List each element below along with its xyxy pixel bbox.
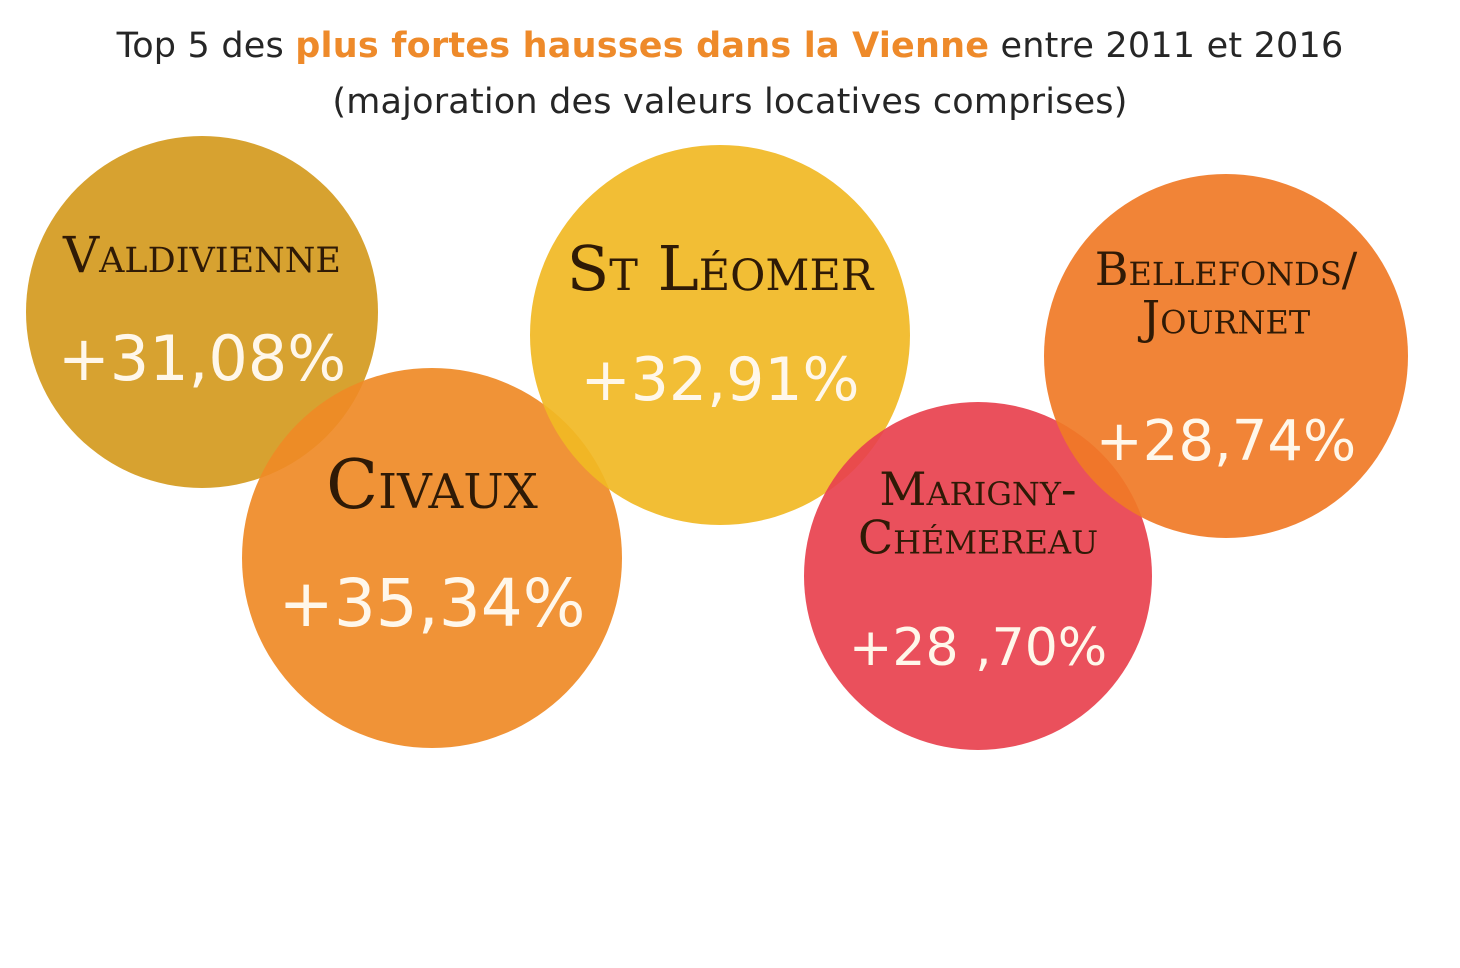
bubble-label-3-line-0: Marigny- [879, 462, 1076, 516]
bubble-4 [1044, 174, 1408, 538]
bubble-value-3: +28 ,70% [849, 618, 1107, 678]
bubble-label-0-line-0: Valdivienne [62, 226, 341, 284]
bubble-0 [26, 136, 378, 488]
bubble-2 [530, 145, 910, 525]
bubble-label-4-line-0: Bellefonds/ [1095, 242, 1358, 296]
bubble-1 [242, 368, 622, 748]
chart-subtitle: (majoration des valeurs locatives compri… [332, 82, 1128, 122]
title-prefix: Top 5 des [116, 26, 296, 66]
bubbles-layer [26, 136, 1408, 750]
title-line: Top 5 des plus fortes hausses dans la Vi… [0, 18, 1460, 74]
title-suffix: entre 2011 et 2016 [989, 26, 1344, 66]
bubble-3 [804, 402, 1152, 750]
bubble-value-0: +31,08% [58, 322, 346, 395]
title-highlight: plus fortes hausses dans la Vienne [295, 26, 990, 66]
bubble-label-3-line-1: Chémereau [858, 510, 1098, 564]
bubble-value-2: +32,91% [580, 345, 859, 415]
chart-title: Top 5 des plus fortes hausses dans la Vi… [0, 18, 1460, 130]
bubble-value-4: +28,74% [1096, 409, 1356, 474]
bubble-label-1-line-0: Civaux [326, 446, 538, 525]
bubble-label-2-line-0: St Léomer [567, 232, 875, 305]
bubble-label-4-line-1: Journet [1138, 290, 1311, 344]
bubble-labels-layer: Valdivienne +31,08% Civaux +35,34% St Léomer… [58, 226, 1358, 678]
bubble-value-1: +35,34% [279, 565, 586, 642]
